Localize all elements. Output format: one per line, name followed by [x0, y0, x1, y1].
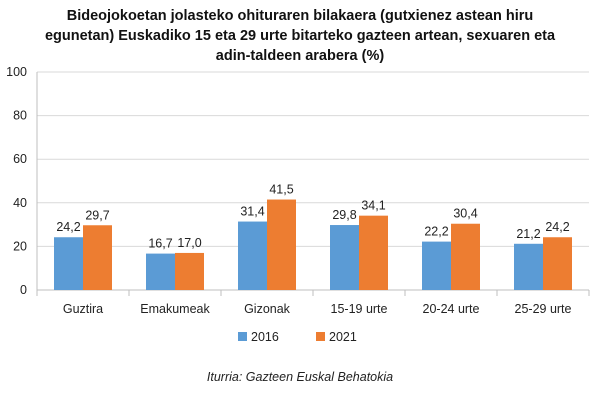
bar-2021-3	[359, 215, 388, 290]
data-label: 34,1	[361, 199, 385, 213]
legend-label: 2016	[251, 330, 279, 344]
data-label: 29,7	[85, 208, 109, 222]
bar-2016-2	[238, 221, 267, 290]
bar-2016-1	[146, 253, 175, 290]
data-label: 24,2	[545, 220, 569, 234]
bar-2016-5	[514, 243, 543, 290]
y-tick-label: 60	[13, 152, 27, 166]
bars	[54, 199, 572, 290]
x-tick-label: 20-24 urte	[423, 302, 480, 316]
y-tick-label: 80	[13, 109, 27, 123]
chart-title: Bideojokoetan jolasteko ohituraren bilak…	[44, 8, 556, 64]
y-tick-label: 100	[6, 65, 27, 79]
x-tick-labels: Guztira Emakumeak Gizonak 15-19 urte 20-24 u…	[63, 302, 572, 316]
x-tick-label: 25-29 urte	[515, 302, 572, 316]
gridlines	[37, 71, 589, 247]
x-tick-label: 15-19 urte	[331, 302, 388, 316]
data-labels: 24,2 29,7 16,7 17,0 31,4 41,5 29,8 34,1 22,2 30,4…	[56, 183, 569, 251]
data-label: 30,4	[453, 207, 477, 221]
legend-swatch-2016	[238, 332, 247, 341]
bar-2021-5	[543, 237, 572, 290]
legend-swatch-2021	[316, 332, 325, 341]
bar-2016-4	[422, 241, 451, 290]
x-tick-label: Guztira	[63, 302, 103, 316]
source-note: Iturria: Gazteen Euskal Behatokia	[206, 370, 394, 384]
y-tick-label: 0	[20, 283, 27, 297]
bar-2021-1	[175, 252, 204, 290]
data-label: 17,0	[177, 236, 201, 250]
bar-2016-0	[54, 237, 83, 290]
bar-2016-3	[330, 225, 359, 290]
y-tick-labels: 0 20 40 60 80 100	[6, 65, 27, 297]
data-label: 31,4	[240, 205, 264, 219]
data-label: 41,5	[269, 183, 293, 197]
y-tick-label: 20	[13, 239, 27, 253]
data-label: 29,8	[332, 208, 356, 222]
bar-2021-4	[451, 223, 480, 290]
data-label: 16,7	[148, 237, 172, 251]
y-tick-label: 40	[13, 196, 27, 210]
axes	[36, 72, 590, 296]
data-label: 21,2	[516, 227, 540, 241]
data-label: 24,2	[56, 220, 80, 234]
bar-2021-2	[267, 199, 296, 290]
x-tick-label: Emakumeak	[140, 302, 210, 316]
bar-2021-0	[83, 225, 112, 290]
legend-label: 2021	[329, 330, 357, 344]
data-label: 22,2	[424, 225, 448, 239]
x-tick-label: Gizonak	[244, 302, 291, 316]
legend: 2016 2021	[238, 330, 357, 344]
